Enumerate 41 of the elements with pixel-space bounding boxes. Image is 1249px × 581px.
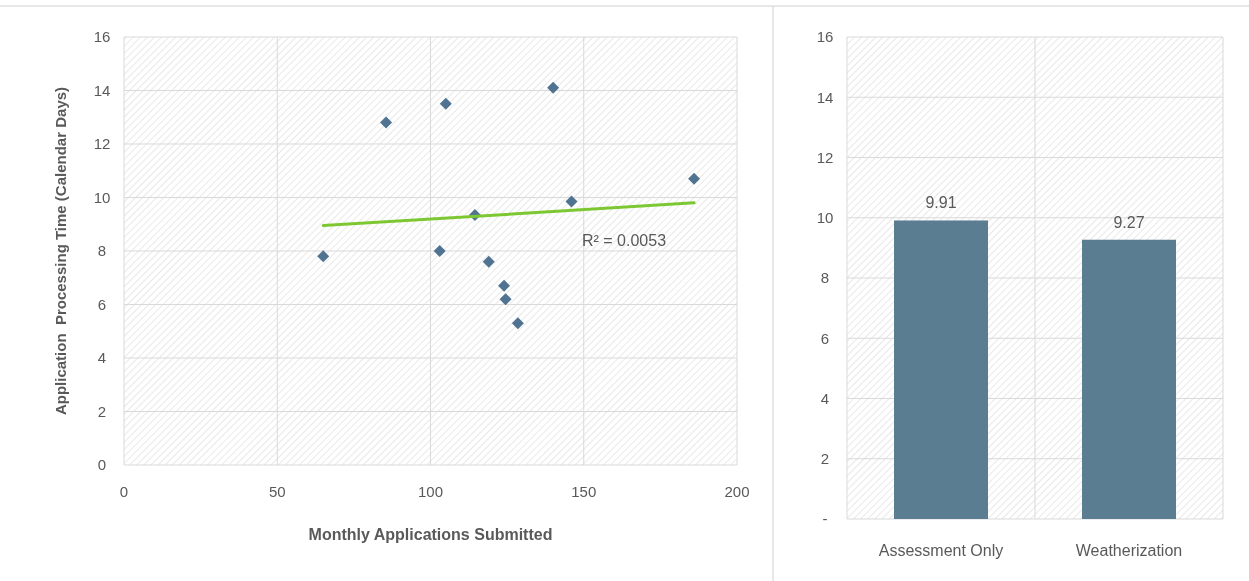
x-tick-label: 50 (268, 483, 286, 500)
y-tick-label: 16 (93, 28, 111, 46)
data-label: 9.91 (925, 194, 957, 212)
data-label: 9.27 (1113, 213, 1145, 231)
x-tick-label: Assessment Only (878, 542, 1004, 559)
point (511, 317, 524, 330)
y-tick-label: 2 (97, 402, 107, 420)
x-tick-label: 150 (571, 483, 597, 500)
point (482, 255, 495, 268)
y-tick-label: 14 (93, 81, 111, 99)
y-tick-label: 16 (816, 28, 834, 46)
x-tick-label: Weatherization (1075, 542, 1183, 559)
y-tick-label: 12 (93, 135, 111, 153)
x-tick-label: 100 (417, 483, 444, 500)
y-tick-label: 10 (816, 209, 834, 226)
y-tick-label: 6 (97, 295, 107, 313)
point (688, 172, 701, 185)
point (380, 116, 393, 129)
y-tick-label: 14 (816, 88, 834, 106)
y-tick-label: 8 (97, 242, 107, 260)
y-tick-label: 8 (820, 269, 830, 287)
point (433, 245, 446, 257)
y-tick-label: 12 (816, 148, 834, 166)
y-tick-label: 6 (820, 329, 830, 347)
annotation: R² = 0.0053 (582, 232, 667, 249)
point (547, 81, 560, 94)
y-tick-label: - (822, 510, 828, 528)
x-tick-label: 0 (119, 483, 129, 500)
x-axis-title: Monthly Applications Submitted (308, 526, 553, 543)
y-tick-label: 0 (97, 456, 107, 474)
y-axis-title: Application Processing Time (Calendar Days) (52, 86, 69, 416)
point (565, 195, 578, 208)
point (499, 293, 512, 306)
y-tick-label: 2 (820, 450, 830, 467)
y-tick-label: 4 (820, 389, 830, 407)
y-tick-label: 10 (93, 188, 111, 206)
point (317, 250, 330, 263)
point (498, 279, 511, 292)
y-tick-label: 4 (97, 349, 107, 367)
x-tick-label: 200 (724, 483, 750, 500)
point (439, 97, 452, 110)
